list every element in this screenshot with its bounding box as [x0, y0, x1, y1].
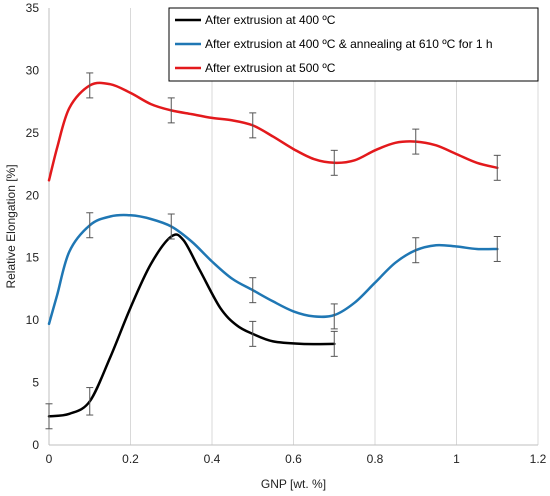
error-bars [45, 72, 501, 430]
y-tick-label: 15 [26, 251, 40, 265]
error-bar [493, 154, 501, 181]
error-bar [86, 72, 94, 99]
axes [48, 8, 538, 446]
error-bar [330, 149, 338, 176]
x-tick-label: 0 [46, 452, 53, 466]
error-bar [330, 303, 338, 330]
error-bar [167, 213, 175, 240]
y-tick-label: 0 [32, 438, 39, 452]
error-bar [330, 330, 338, 357]
x-tick-label: 0.4 [204, 452, 221, 466]
x-tick-label: 1.2 [530, 452, 547, 466]
x-axis-title: GNP [wt. %] [261, 477, 326, 491]
error-bar [412, 237, 420, 264]
legend-label: After extrusion at 500 ºC [205, 61, 336, 75]
legend-entry: After extrusion at 400 ºC [175, 13, 336, 27]
error-bar [45, 403, 53, 430]
legend: After extrusion at 400 ºC After extrusion… [168, 7, 539, 82]
error-bar [86, 387, 94, 416]
y-tick-label: 30 [26, 63, 40, 77]
legend-entry: After extrusion at 500 ºC [175, 61, 336, 75]
legend-label: After extrusion at 400 ºC & annealing at… [205, 37, 493, 51]
series-line-0 [47, 233, 336, 418]
y-axis-title: Relative Elongation [%] [4, 164, 18, 288]
legend-entry: After extrusion at 400 ºC & annealing at… [175, 37, 493, 51]
tick-labels: 0 0.2 0.4 0.6 0.8 1 1.2 0 5 10 15 20 25 30 35 [26, 1, 547, 466]
x-tick-label: 0.8 [367, 452, 384, 466]
series-line-2 [47, 81, 499, 182]
y-tick-label: 5 [32, 376, 39, 390]
error-bar [412, 128, 420, 155]
y-tick-label: 10 [26, 313, 40, 327]
legend-items: After extrusion at 400 ºC After extrusion… [175, 13, 493, 75]
legend-label: After extrusion at 400 ºC [205, 13, 336, 27]
error-bar [249, 112, 257, 139]
x-tick-label: 0.2 [122, 452, 139, 466]
series-line-1 [47, 213, 499, 326]
error-bar [86, 212, 94, 239]
error-bar [249, 320, 257, 347]
y-tick-label: 35 [26, 1, 40, 15]
y-tick-label: 20 [26, 188, 40, 202]
error-bar [167, 97, 175, 124]
x-tick-label: 1 [453, 452, 460, 466]
y-tick-label: 25 [26, 126, 40, 140]
series-lines [47, 81, 499, 418]
error-bar [493, 235, 501, 262]
error-bar [249, 277, 257, 304]
legend-box [168, 7, 539, 82]
x-tick-label: 0.6 [285, 452, 302, 466]
